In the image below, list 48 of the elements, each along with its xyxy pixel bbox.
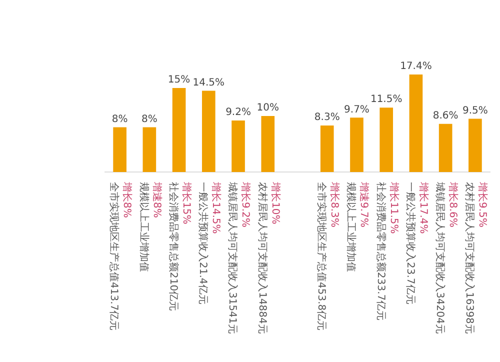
data-label: 9.7% [344,104,370,116]
data-label: 8% [141,114,158,125]
text: 增长11.5% [388,181,400,234]
bar [172,88,186,172]
text: 增长10% [269,181,282,224]
bar [232,120,245,172]
text: 增长8% [121,181,134,218]
data-label: 17.4% [400,61,432,72]
text: 增长8.3% [328,181,341,228]
bar [350,118,364,172]
data-label: 8.3% [314,112,340,124]
bar [409,74,423,172]
data-label: 8.6% [432,110,458,122]
data-label: 10% [256,102,279,114]
x-tick-label: 社会消费品零售总额210亿元 [167,182,180,312]
x-tick-label: 规模以上工业增加值 [345,182,358,272]
data-label: 14.5% [192,77,225,88]
bar [202,90,216,172]
bar [438,124,452,172]
text: 增长9.2% [240,181,252,228]
data-label: 9.5% [462,105,488,116]
bar [468,118,482,172]
bar [261,116,275,172]
x-tick-label: 全市实现地区生产总值413.7亿元 [108,182,120,331]
bar [380,108,394,172]
data-label: 15% [168,74,190,86]
data-label: 11.5% [370,94,402,106]
x-tick-label: 一般公共预算收入23.7亿元 [404,182,416,304]
x-tick-label: 农村居民人均可支配收入14884元 [256,182,268,334]
text: 增长15% [180,181,192,224]
data-label: 8% [112,114,128,125]
x-tick-label: 农村居民人均可支配收入16398元 [464,182,476,334]
data-label: 9.2% [226,107,251,118]
text: 增速8% [150,181,163,218]
text: 增长17.4% [417,181,430,234]
x-tick-label: 城镇居民人均可支配收入34204元 [434,181,446,334]
text: 增速9.7% [358,181,370,228]
x-tick-label: 全市实现地区生产总值453.8亿元 [316,182,328,331]
text: 增长14.5% [210,181,222,234]
bar [142,127,156,172]
bar [113,127,126,172]
text: 增长8.6% [446,181,459,228]
text: 增长9.5% [476,181,489,228]
bar [320,126,334,172]
x-tick-label: 城镇居民人均可支配收入31541元 [226,181,239,334]
x-tick-label: 规模以上工业增加值 [138,182,150,272]
x-tick-label: 社会消费品零售总额233.7亿元 [374,182,387,321]
x-tick-label: 一般公共预算收入21.4亿元 [197,182,210,304]
